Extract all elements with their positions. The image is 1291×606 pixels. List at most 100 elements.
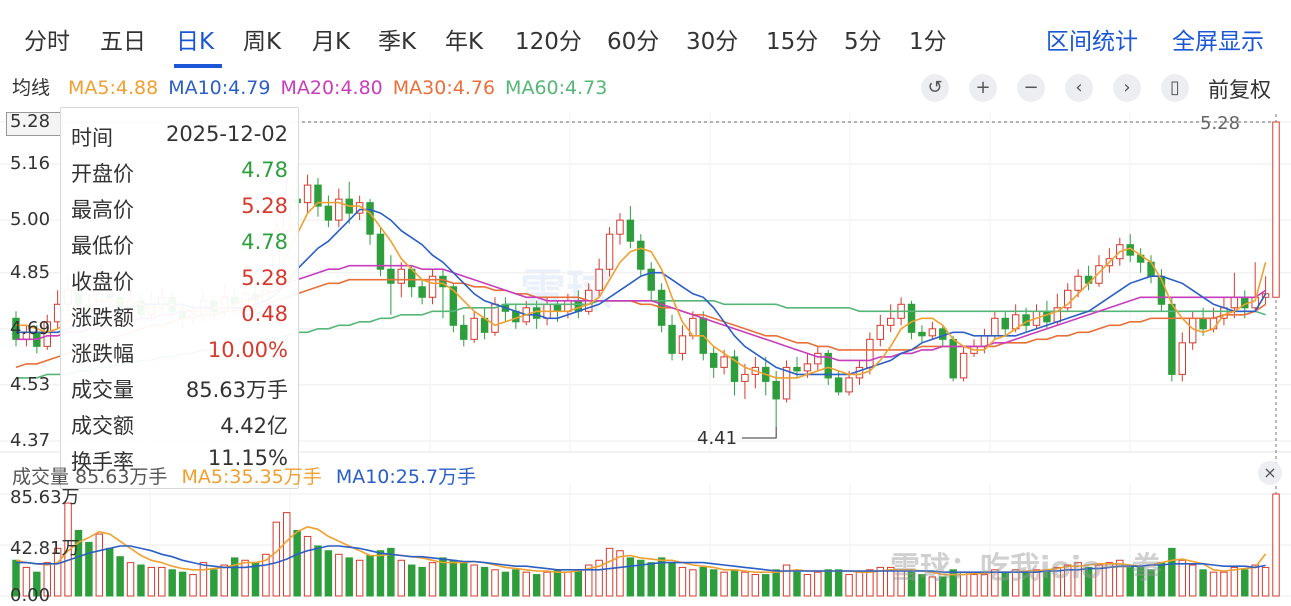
- candle-body: [647, 268, 655, 291]
- candle-body: [1147, 261, 1155, 277]
- volume-bar: [220, 564, 228, 597]
- tooltip-row: 成交额 4.42亿: [71, 410, 288, 440]
- chevron-right-icon[interactable]: ›: [1113, 74, 1141, 102]
- volume-bar: [689, 569, 697, 597]
- price-tick-label: 4.85: [10, 261, 51, 283]
- candle-body: [460, 324, 468, 340]
- tooltip-key: 最低价: [71, 234, 134, 258]
- ma-legend: 均线 MA5:4.88 MA10:4.79 MA20:4.80 MA30:4.76 MA6…: [12, 73, 617, 100]
- high-annotation: 5.28: [1200, 113, 1241, 134]
- candlestick-icon[interactable]: ▯: [1161, 74, 1189, 102]
- adjust-mode[interactable]: 前复权: [1208, 78, 1271, 102]
- candle-body: [991, 317, 999, 337]
- volume-bar: [928, 576, 937, 597]
- volume-bar: [74, 529, 83, 597]
- volume-bar: [85, 541, 93, 597]
- tooltip-row: 收盘价 5.28: [71, 266, 288, 296]
- volume-bar: [980, 574, 989, 597]
- undo-icon[interactable]: ↺: [921, 74, 949, 102]
- last-price-box: [6, 112, 63, 136]
- tab-period-10[interactable]: 15分: [766, 29, 819, 55]
- tooltip-key: 成交额: [71, 414, 134, 438]
- tooltip-row: 成交量 85.63万手: [71, 374, 288, 404]
- tab-period-0[interactable]: 分时: [24, 29, 70, 55]
- tab-period-6[interactable]: 年K: [445, 29, 484, 55]
- tab-period-3[interactable]: 周K: [243, 29, 282, 55]
- tooltip-value: 10.00%: [207, 338, 288, 362]
- candle-body: [553, 303, 562, 312]
- candle-body: [709, 352, 718, 368]
- volume-bar: [428, 562, 437, 597]
- plus-icon[interactable]: +: [969, 74, 997, 102]
- tooltip-key: 开盘价: [71, 162, 134, 186]
- volume-bar: [241, 559, 249, 597]
- volume-bar: [1032, 569, 1041, 597]
- volume-bar: [720, 571, 728, 597]
- watermark-bottom: 雪球：吃我ioio一拳: [890, 551, 1162, 586]
- volume-bar: [1136, 566, 1145, 597]
- tab-period-4[interactable]: 月K: [312, 29, 351, 55]
- volume-bar: [751, 574, 760, 597]
- volume-bar: [605, 547, 614, 597]
- price-tick-label: 5.16: [10, 153, 51, 175]
- volume-bar: [522, 571, 530, 597]
- volume-bar: [168, 569, 176, 597]
- chevron-left-icon[interactable]: ‹: [1065, 74, 1093, 102]
- tab-period-9[interactable]: 30分: [686, 29, 739, 55]
- fullscreen-link[interactable]: 全屏显示: [1172, 29, 1264, 55]
- volume-bar: [574, 569, 583, 597]
- tooltip-value: 11.15%: [207, 446, 288, 470]
- volume-bar: [1178, 559, 1187, 597]
- tab-period-1[interactable]: 五日: [100, 29, 146, 55]
- volume-bar: [1116, 559, 1124, 597]
- candle-body: [1199, 317, 1207, 330]
- volume-bar: [668, 562, 676, 597]
- candle-body: [449, 286, 458, 326]
- volume-ma10-line: [16, 545, 1266, 574]
- volume-bar: [907, 571, 916, 597]
- volume-bar: [210, 569, 218, 597]
- volume-bar: [303, 535, 312, 597]
- candle-body: [376, 233, 385, 270]
- close-icon[interactable]: ×: [1258, 461, 1282, 485]
- price-tick-label: 5.28: [10, 111, 51, 132]
- volume-bar: [272, 521, 281, 597]
- candle-body: [668, 324, 676, 354]
- tab-period-2[interactable]: 日K: [176, 29, 215, 55]
- volume-bar: [95, 533, 104, 597]
- volume-tick-label: 0.00: [10, 585, 51, 606]
- tooltip-key: 收盘价: [71, 270, 134, 294]
- candle-body: [918, 331, 926, 337]
- candle-body: [595, 268, 603, 291]
- tab-period-5[interactable]: 季K: [378, 29, 417, 55]
- volume-bar: [584, 564, 593, 597]
- volume-bar: [480, 566, 489, 597]
- minus-icon[interactable]: −: [1017, 74, 1045, 102]
- tooltip-value: 5.28: [241, 194, 288, 218]
- candle-body: [949, 338, 957, 379]
- volume-bar: [814, 571, 822, 597]
- candle-body: [845, 377, 853, 393]
- candle-body: [1178, 342, 1187, 375]
- volume-ma5: MA5:35.35万手: [181, 466, 322, 488]
- range-stats-link[interactable]: 区间统计: [1046, 29, 1138, 55]
- volume-bar: [366, 555, 374, 597]
- ma-item-0: MA5:4.88: [68, 77, 159, 99]
- tab-period-11[interactable]: 5分: [844, 29, 882, 55]
- tooltip-row: 涨跌额 0.48: [71, 302, 288, 332]
- volume-bar: [449, 559, 458, 597]
- tab-period-12[interactable]: 1分: [909, 29, 947, 55]
- tooltip-key: 最高价: [71, 198, 134, 222]
- volume-bar: [43, 562, 51, 597]
- candle-body: [1074, 275, 1082, 291]
- candle-body: [428, 275, 437, 298]
- candle-body: [43, 321, 51, 347]
- tab-period-8[interactable]: 60分: [607, 29, 660, 55]
- ma-label: 均线: [12, 77, 51, 99]
- tooltip-key: 时间: [71, 126, 113, 150]
- tab-period-7[interactable]: 120分: [515, 29, 582, 55]
- volume-bar: [532, 574, 541, 597]
- volume-bar: [470, 564, 478, 597]
- volume-bar: [762, 574, 770, 597]
